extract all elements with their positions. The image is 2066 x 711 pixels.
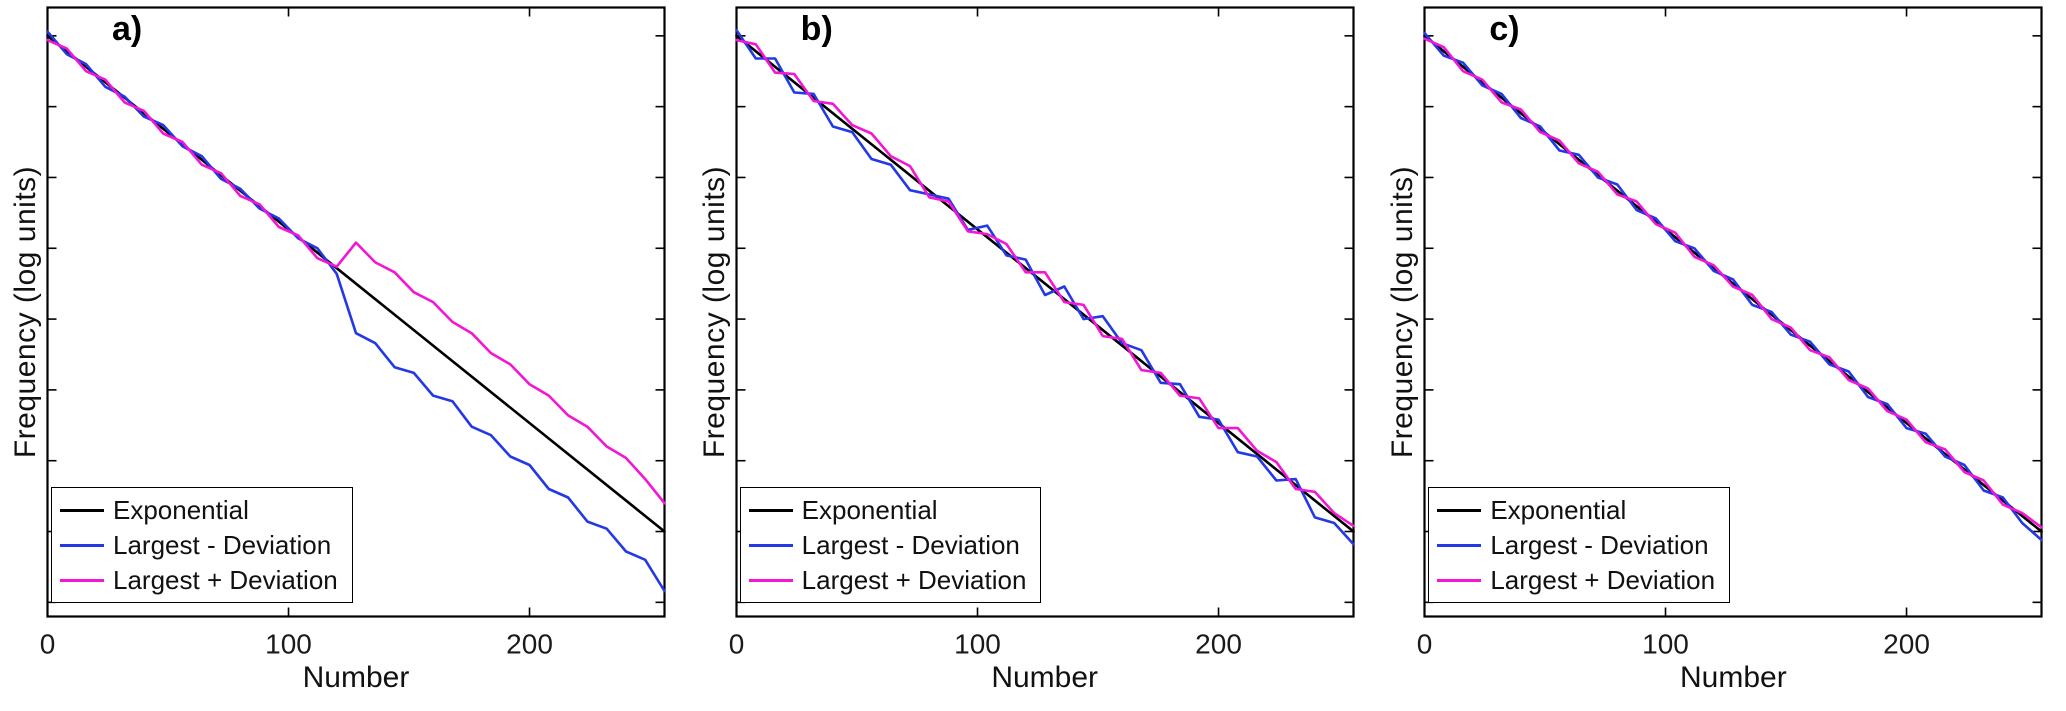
x-tick-label: 200 [1884, 629, 1931, 660]
panel-b: Frequency (log units) 0 100 200 b) Exponen… [689, 0, 1378, 711]
legend-label: Largest + Deviation [1490, 564, 1716, 595]
x-axis-label: Number [1679, 661, 1787, 694]
largest-plus-line-swatch [748, 578, 793, 582]
y-axis-label: Frequency (log units) [9, 165, 42, 459]
legend-c: Exponential Largest - Deviation Largest … [1428, 487, 1731, 603]
y-axis-label: Frequency (log units) [1386, 165, 1420, 459]
legend-item: Exponential [1437, 493, 1715, 527]
legend-item: Largest + Deviation [60, 563, 338, 597]
series-line [734, 28, 1355, 546]
x-tick-label: 0 [40, 629, 56, 660]
legend-a: Exponential Largest - Deviation Largest … [51, 487, 353, 603]
panel-letter-a: a) [112, 10, 143, 48]
exponential-line-swatch [1437, 508, 1482, 512]
x-tick-label: 200 [1195, 629, 1242, 660]
legend-item: Exponential [748, 493, 1027, 527]
x-tick-label: 100 [954, 629, 1001, 660]
series-line [734, 34, 1355, 533]
legend-b: Exponential Largest - Deviation Largest … [739, 487, 1042, 603]
largest-minus-line-swatch [748, 543, 793, 547]
y-axis-label: Frequency (log units) [697, 165, 731, 459]
x-axis-label: Number [302, 661, 410, 694]
legend-label: Exponential [801, 494, 938, 525]
legend-label: Largest + Deviation [113, 564, 338, 595]
exponential-line-swatch [748, 508, 793, 512]
series-line [734, 38, 1355, 528]
x-axis-label: Number [991, 661, 1099, 694]
largest-minus-line-swatch [1437, 543, 1482, 547]
legend-item: Largest - Deviation [60, 528, 338, 562]
legend-label: Largest - Deviation [1490, 529, 1709, 560]
legend-label: Largest - Deviation [801, 529, 1020, 560]
series-line [1423, 31, 2044, 542]
largest-plus-line-swatch [1437, 578, 1482, 582]
x-tick-label: 100 [1643, 629, 1690, 660]
legend-label: Exponential [113, 494, 249, 525]
series-line [46, 38, 666, 505]
exponential-line-swatch [60, 508, 104, 512]
panel-a: Frequency (log units) 0 100 200 a) Exponen… [0, 0, 689, 711]
x-tick-label: 0 [1417, 629, 1433, 660]
legend-item: Largest - Deviation [748, 528, 1027, 562]
x-tick-label: 200 [506, 629, 553, 660]
x-tick-label: 0 [728, 629, 744, 660]
series-line [1423, 37, 2044, 529]
panel-letter-b: b) [800, 10, 833, 48]
legend-label: Largest - Deviation [113, 529, 332, 560]
largest-minus-line-swatch [60, 543, 104, 547]
legend-label: Exponential [1490, 494, 1627, 525]
legend-item: Largest + Deviation [748, 563, 1027, 597]
legend-item: Largest - Deviation [1437, 528, 1715, 562]
largest-plus-line-swatch [60, 578, 104, 582]
legend-label: Largest + Deviation [801, 564, 1027, 595]
legend-item: Largest + Deviation [1437, 563, 1715, 597]
panel-c: Frequency (log units) 0 100 200 c) Exponen… [1377, 0, 2066, 711]
panel-letter-c: c) [1489, 10, 1520, 48]
legend-item: Exponential [60, 493, 338, 527]
x-tick-label: 100 [265, 629, 312, 660]
